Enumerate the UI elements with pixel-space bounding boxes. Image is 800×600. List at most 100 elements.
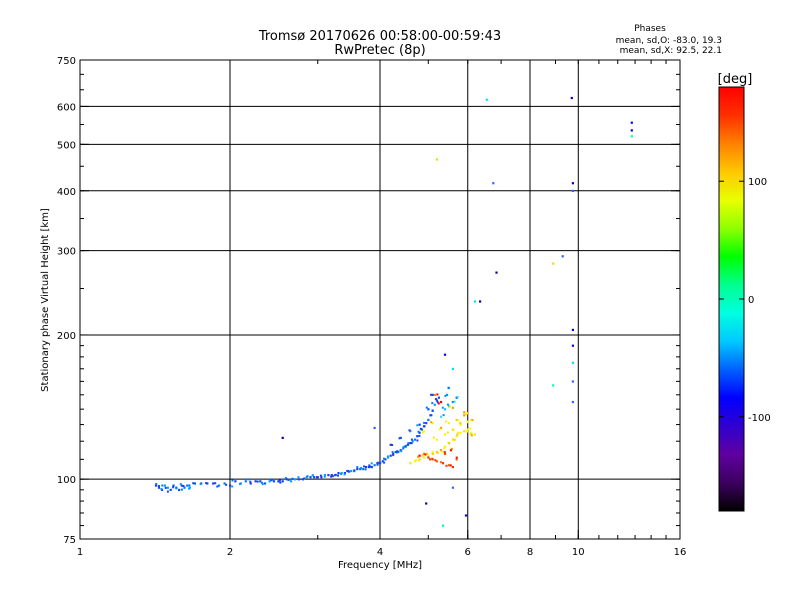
data-point [154,484,158,487]
data-point [231,479,234,482]
data-point [451,400,454,404]
data-point [447,422,451,425]
y-tick-label: 100 [57,475,76,486]
data-point [214,482,217,485]
data-point [463,411,466,414]
data-points [154,96,633,527]
data-point [392,454,395,457]
phases-title: Phases [634,24,666,34]
data-point [459,423,462,426]
data-point [337,472,340,475]
data-point [485,98,488,101]
data-point [398,437,401,440]
data-point [571,328,574,331]
data-point [343,472,346,475]
data-point [340,473,342,475]
data-point [431,409,434,412]
data-point [373,426,376,429]
data-point [183,486,186,489]
data-point [303,477,306,480]
data-point [441,406,444,409]
data-point [261,483,264,486]
data-point [359,468,362,471]
data-point [353,469,356,472]
y-tick-label: 750 [57,56,76,67]
data-point [418,459,421,462]
data-point [439,426,443,429]
data-point [263,482,267,485]
data-point [419,427,422,430]
data-point [331,475,334,478]
data-point [469,433,472,436]
data-point [418,454,421,457]
data-point [309,476,312,479]
data-point [571,361,574,364]
data-point [381,460,384,463]
data-point [370,462,373,465]
data-point [369,465,372,468]
data-point [319,474,322,477]
x-axis-label: Frequency [MHz] [338,560,422,571]
data-point [402,447,405,450]
data-point [216,485,219,488]
data-point [455,456,458,459]
data-point [437,452,439,454]
data-point [394,450,397,454]
colorbar-tick-label: 0 [748,295,754,306]
data-point [434,459,437,462]
data-point [386,455,389,458]
data-point [473,300,476,303]
data-point [425,406,428,409]
colorbar-label: [deg] [718,72,753,87]
data-point [431,457,434,460]
data-point [423,421,426,424]
data-point [346,469,349,472]
data-point [399,436,402,439]
data-point [459,421,462,424]
data-point [182,485,185,487]
data-point [356,466,359,469]
data-point [445,420,447,423]
data-point [270,478,273,481]
data-point [186,484,189,487]
data-point [363,465,366,468]
data-point [431,393,434,396]
colorbar-tick-label: 100 [748,177,767,188]
data-point [193,482,196,485]
data-point [437,402,440,405]
data-point [410,442,413,445]
data-point [439,415,443,418]
data-point [449,464,452,467]
data-point [456,433,459,436]
data-point [448,405,451,408]
data-point [467,421,470,424]
data-point [373,464,376,467]
data-point [443,433,447,436]
data-point [164,486,167,489]
data-point [323,475,326,478]
data-point [293,478,297,481]
data-point [297,476,300,479]
data-point [289,480,293,483]
data-point [389,443,392,446]
data-point [431,450,434,453]
data-point [285,478,288,481]
data-point [330,474,333,477]
data-point [446,431,449,434]
data-point [430,414,433,417]
data-point [433,403,436,406]
data-point [445,464,448,467]
data-point [238,483,241,486]
chart-title: Tromsø 20170626 00:58:00-00:59:43 [258,29,501,44]
data-point [571,380,574,383]
data-point [451,406,454,409]
data-point [426,452,429,455]
data-point [443,447,446,450]
data-point [435,460,438,463]
data-point [427,408,430,411]
data-point [443,451,446,453]
data-point [166,486,169,489]
data-point [409,442,412,445]
data-point [450,447,453,450]
data-point [441,462,445,465]
